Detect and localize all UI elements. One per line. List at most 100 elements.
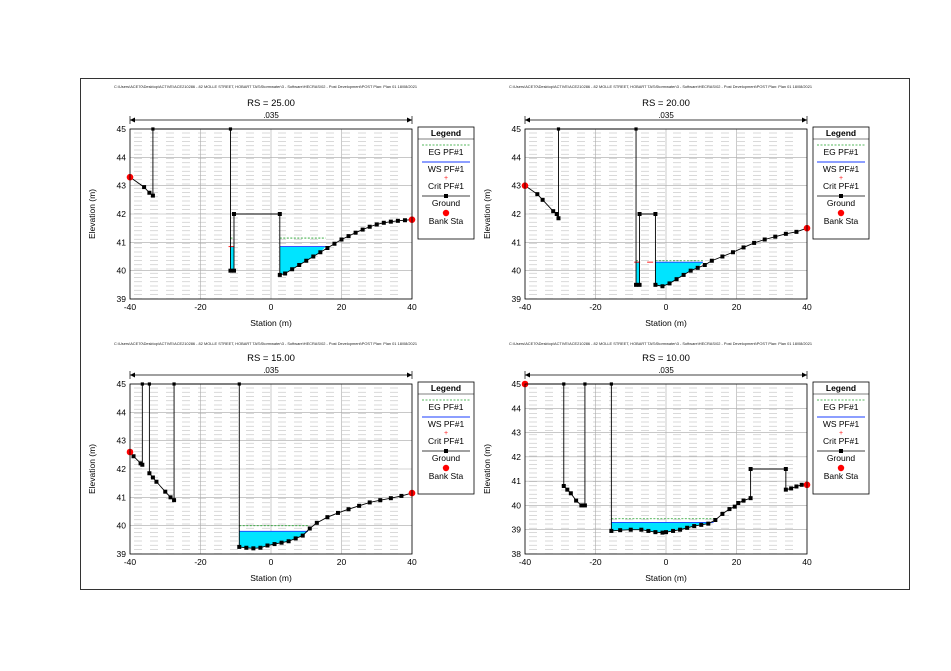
chart-title: RS = 10.00 — [642, 353, 690, 364]
legend-item-crit: Crit PF#1 — [428, 181, 464, 191]
ground-point — [172, 498, 177, 503]
x-tick-label: -40 — [124, 557, 137, 567]
ground-point — [277, 212, 282, 216]
y-axis-label: Elevation (m) — [482, 444, 492, 494]
ground-point — [709, 258, 714, 263]
legend-item-ground: Ground — [827, 453, 856, 463]
legend-box — [812, 381, 870, 495]
manning-arrow-right — [802, 117, 807, 123]
y-tick-label: 41 — [117, 237, 127, 247]
ground-point — [325, 246, 330, 250]
ground-point — [783, 487, 788, 492]
legend-item-bank: Bank Sta — [429, 471, 464, 481]
ground-point — [582, 503, 587, 508]
y-tick-label: 45 — [512, 124, 522, 134]
y-axis-label: Elevation (m) — [87, 444, 97, 494]
y-tick-label: 45 — [117, 379, 127, 389]
ground-point — [561, 484, 566, 488]
y-tick-label: 42 — [512, 452, 522, 462]
x-tick-label: 0 — [269, 557, 274, 567]
x-axis-label: Station (m) — [250, 318, 292, 328]
ground-point — [304, 258, 309, 263]
legend: Legend EG PF#1 WS PF#1+Crit PF#1 Ground Bank… — [812, 126, 870, 240]
ground-point — [639, 527, 644, 532]
plot-border — [524, 128, 808, 300]
file-path-header: C:\Users\ACE70\Desktop\ACTIVE\ACE210286 … — [509, 341, 812, 346]
legend-item-crit: Crit PF#1 — [823, 181, 859, 191]
water-fill — [611, 522, 714, 533]
y-tick-label: 43 — [512, 428, 522, 438]
ground-point — [307, 526, 312, 531]
x-tick-label: 20 — [732, 557, 742, 567]
ground-point — [140, 462, 145, 467]
ground-point — [702, 263, 707, 267]
manning-arrow-right — [407, 117, 412, 123]
legend: Legend EG PF#1 WS PF#1+Crit PF#1 Ground Bank… — [417, 126, 475, 240]
x-tick-label: -40 — [519, 302, 532, 312]
ground-point — [568, 491, 573, 496]
x-tick-label: 40 — [802, 557, 812, 567]
manning-arrow-left — [130, 372, 135, 378]
ground-point — [381, 220, 386, 225]
ground-point — [706, 521, 711, 526]
legend-ground-point — [444, 194, 448, 198]
legend-item-eg: EG PF#1 — [824, 147, 859, 157]
ground-point — [720, 511, 725, 516]
ground-point — [353, 230, 358, 235]
ground-point — [535, 192, 540, 197]
ground-point — [720, 254, 725, 259]
ground-point — [741, 245, 746, 250]
ground-point — [653, 212, 658, 216]
manning-n-label: .035 — [658, 366, 674, 375]
ground-point — [646, 528, 651, 533]
ground-point — [789, 486, 794, 491]
legend: Legend EG PF#1 WS PF#1+Crit PF#1 Ground Bank… — [417, 381, 475, 495]
plot-border — [524, 383, 808, 555]
legend-item-eg: EG PF#1 — [824, 402, 859, 412]
ground-point — [692, 524, 697, 529]
ground-point — [736, 501, 741, 505]
x-tick-label: 20 — [732, 302, 742, 312]
y-tick-label: 43 — [117, 181, 127, 191]
legend-item-eg: EG PF#1 — [429, 147, 464, 157]
ground-point — [653, 282, 658, 287]
x-axis-label: Station (m) — [250, 573, 292, 583]
legend-item-ws: WS PF#1 — [823, 419, 860, 429]
manning-arrow-right — [407, 372, 412, 378]
ground-point — [168, 495, 173, 500]
legend-item-ws: WS PF#1 — [428, 419, 465, 429]
ground-point — [346, 234, 351, 239]
chart-panel-2: C:\Users\ACE70\Desktop\ACTIVE\ACE210286 … — [482, 84, 870, 328]
manning-n-label: .035 — [658, 111, 674, 120]
ground-point — [667, 281, 672, 286]
ground-point — [150, 475, 155, 480]
chart-panel-4: C:\Users\ACE70\Desktop\ACTIVE\ACE210286 … — [482, 341, 870, 583]
ground-point — [277, 272, 282, 277]
x-axis-label: Station (m) — [645, 573, 687, 583]
ground-point — [794, 229, 799, 234]
plot-border — [129, 383, 413, 555]
ground-point — [231, 212, 236, 216]
ground-point — [727, 507, 732, 512]
ground-point — [660, 530, 665, 535]
ground-point — [628, 527, 633, 532]
x-tick-label: -40 — [519, 557, 532, 567]
ground-point — [147, 190, 152, 195]
ground-point — [286, 539, 291, 544]
water-fill — [636, 262, 640, 285]
legend-item-bank: Bank Sta — [824, 471, 859, 481]
water-fill — [230, 246, 234, 271]
ground-point — [783, 467, 788, 471]
chart-title: RS = 15.00 — [247, 353, 295, 364]
ground-point — [748, 467, 753, 471]
ground-point — [678, 527, 683, 532]
y-tick-label: 45 — [512, 379, 522, 389]
ground-point — [730, 250, 735, 255]
y-tick-label: 44 — [512, 403, 522, 413]
y-tick-label: 40 — [512, 266, 522, 276]
ground-point — [335, 510, 340, 515]
ground-point — [748, 496, 753, 501]
legend-item-ground: Ground — [827, 198, 856, 208]
ground-point — [279, 540, 284, 545]
legend-crit-symbol: + — [839, 430, 843, 437]
